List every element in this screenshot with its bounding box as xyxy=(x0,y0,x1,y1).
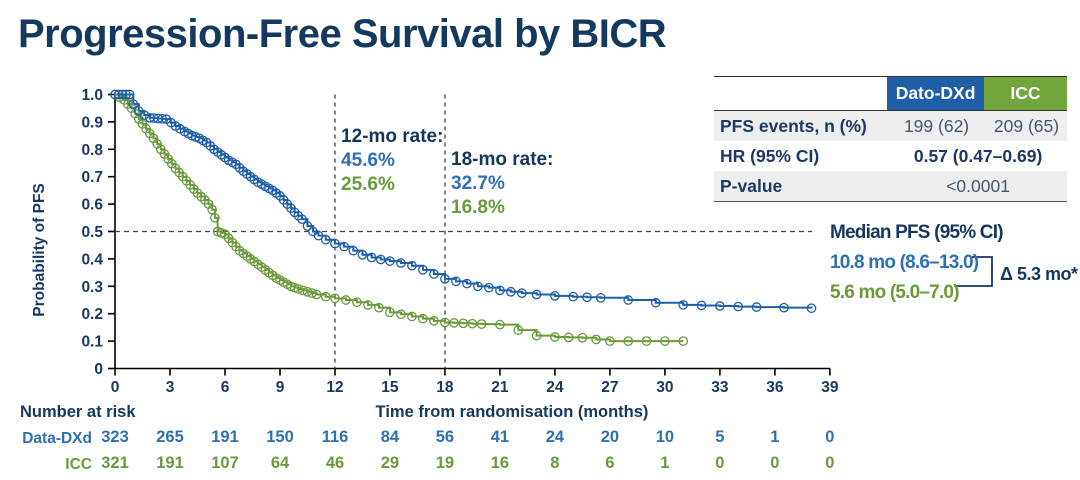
svg-text:Probability of PFS: Probability of PFS xyxy=(31,183,48,316)
svg-text:46: 46 xyxy=(326,454,344,472)
svg-text:3: 3 xyxy=(166,379,175,396)
svg-text:0: 0 xyxy=(770,454,779,472)
svg-text:16.8%: 16.8% xyxy=(451,197,505,218)
svg-text:84: 84 xyxy=(381,428,400,446)
svg-text:116: 116 xyxy=(322,428,349,446)
svg-text:0.5: 0.5 xyxy=(81,224,103,241)
svg-text:9: 9 xyxy=(276,379,285,396)
svg-text:0.7: 0.7 xyxy=(81,169,103,186)
svg-text:15: 15 xyxy=(381,379,399,396)
svg-text:0.1: 0.1 xyxy=(81,334,103,351)
svg-text:0.2: 0.2 xyxy=(81,306,103,323)
svg-text:Δ 5.3 mo*: Δ 5.3 mo* xyxy=(1000,264,1078,284)
svg-text:20: 20 xyxy=(601,428,619,446)
svg-text:24: 24 xyxy=(546,428,565,446)
svg-text:6: 6 xyxy=(221,379,230,396)
svg-text:1: 1 xyxy=(660,454,669,472)
svg-text:27: 27 xyxy=(601,379,618,396)
svg-text:150: 150 xyxy=(266,428,294,446)
svg-text:0.4: 0.4 xyxy=(81,251,103,268)
svg-text:6: 6 xyxy=(605,454,614,472)
svg-text:32.7%: 32.7% xyxy=(451,173,505,194)
svg-text:107: 107 xyxy=(211,454,239,472)
svg-text:29: 29 xyxy=(381,454,399,472)
svg-text:33: 33 xyxy=(711,379,729,396)
svg-text:0: 0 xyxy=(94,361,103,378)
svg-text:16: 16 xyxy=(491,454,509,472)
svg-text:39: 39 xyxy=(821,379,839,396)
svg-text:24: 24 xyxy=(546,379,564,396)
svg-text:Number at risk: Number at risk xyxy=(20,403,136,421)
svg-text:5: 5 xyxy=(715,428,724,446)
svg-text:321: 321 xyxy=(101,454,129,472)
svg-text:0.8: 0.8 xyxy=(81,142,103,159)
svg-text:0.9: 0.9 xyxy=(81,114,103,131)
svg-text:0: 0 xyxy=(715,454,724,472)
svg-text:1.0: 1.0 xyxy=(81,87,103,104)
svg-text:0: 0 xyxy=(825,428,834,446)
svg-text:36: 36 xyxy=(766,379,784,396)
svg-text:265: 265 xyxy=(156,428,184,446)
svg-text:18-mo rate:: 18-mo rate: xyxy=(451,149,553,170)
svg-text:21: 21 xyxy=(491,379,509,396)
svg-text:1: 1 xyxy=(770,428,779,446)
svg-text:191: 191 xyxy=(211,428,239,446)
svg-text:12-mo rate:: 12-mo rate: xyxy=(341,126,443,147)
svg-text:323: 323 xyxy=(101,428,129,446)
svg-text:45.6%: 45.6% xyxy=(341,150,395,171)
svg-text:64: 64 xyxy=(271,454,290,472)
svg-text:19: 19 xyxy=(436,454,454,472)
svg-text:8: 8 xyxy=(550,454,559,472)
svg-text:0: 0 xyxy=(825,454,834,472)
svg-text:Time from randomisation (month: Time from randomisation (months) xyxy=(376,403,649,421)
svg-text:ICC: ICC xyxy=(65,456,92,473)
svg-text:12: 12 xyxy=(326,379,343,396)
svg-text:10: 10 xyxy=(656,428,674,446)
svg-text:41: 41 xyxy=(491,428,509,446)
svg-text:56: 56 xyxy=(436,428,454,446)
svg-text:0.6: 0.6 xyxy=(81,197,103,214)
svg-text:0: 0 xyxy=(111,379,120,396)
svg-text:18: 18 xyxy=(436,379,454,396)
svg-text:Data-DXd: Data-DXd xyxy=(22,430,92,447)
svg-text:25.6%: 25.6% xyxy=(341,174,395,195)
svg-text:191: 191 xyxy=(156,454,184,472)
svg-text:0.3: 0.3 xyxy=(81,279,103,296)
svg-text:30: 30 xyxy=(656,379,673,396)
